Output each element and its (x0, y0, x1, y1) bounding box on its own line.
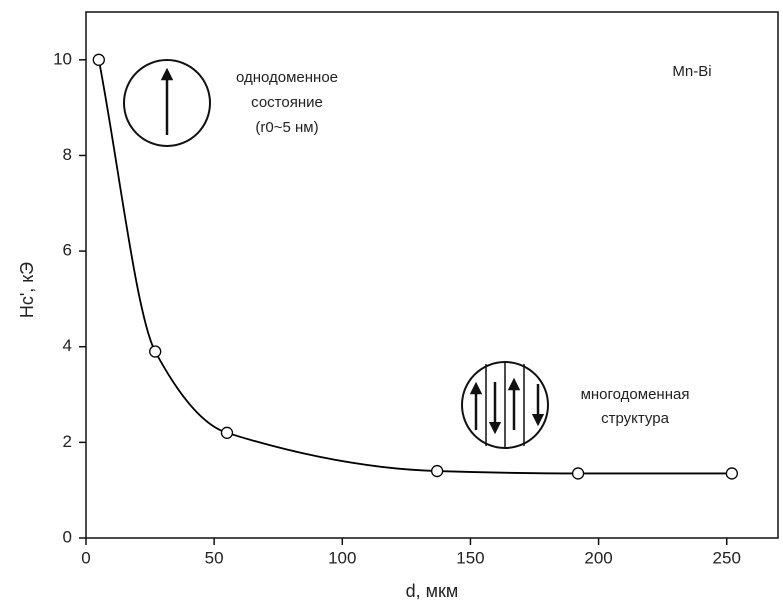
annotation: однодоменное (236, 69, 338, 86)
data-point (92, 53, 105, 66)
plot-frame (85, 11, 779, 539)
y-tick-label: 6 (63, 241, 72, 260)
annotation: (r0~5 нм) (255, 119, 318, 136)
annotation: многодоменная (581, 386, 690, 403)
x-tick-label: 150 (456, 548, 484, 567)
data-line (97, 59, 732, 475)
single-domain-icon (123, 59, 211, 147)
y-tick-label: 0 (63, 527, 72, 546)
annotation: структура (601, 410, 669, 427)
x-axis-label: d, мкм (406, 581, 459, 601)
y-tick-label: 10 (53, 49, 72, 68)
data-point (149, 345, 162, 358)
data-point (725, 467, 739, 480)
data-point (430, 464, 444, 478)
data-point (220, 426, 234, 439)
annotation: состояние (251, 94, 323, 111)
data-point (571, 467, 585, 480)
material-label: Mn-Bi (672, 63, 711, 80)
y-axis-label: Hc', кЭ (17, 262, 37, 318)
y-tick-label: 2 (63, 432, 72, 451)
multi-domain-icon (461, 361, 549, 449)
y-tick-label: 8 (63, 145, 72, 164)
x-tick-label: 50 (205, 548, 224, 567)
x-tick-label: 0 (81, 548, 90, 567)
y-tick-label: 4 (63, 336, 72, 355)
x-tick-label: 200 (584, 548, 612, 567)
x-tick-label: 100 (328, 548, 356, 567)
x-tick-label: 250 (713, 548, 741, 567)
